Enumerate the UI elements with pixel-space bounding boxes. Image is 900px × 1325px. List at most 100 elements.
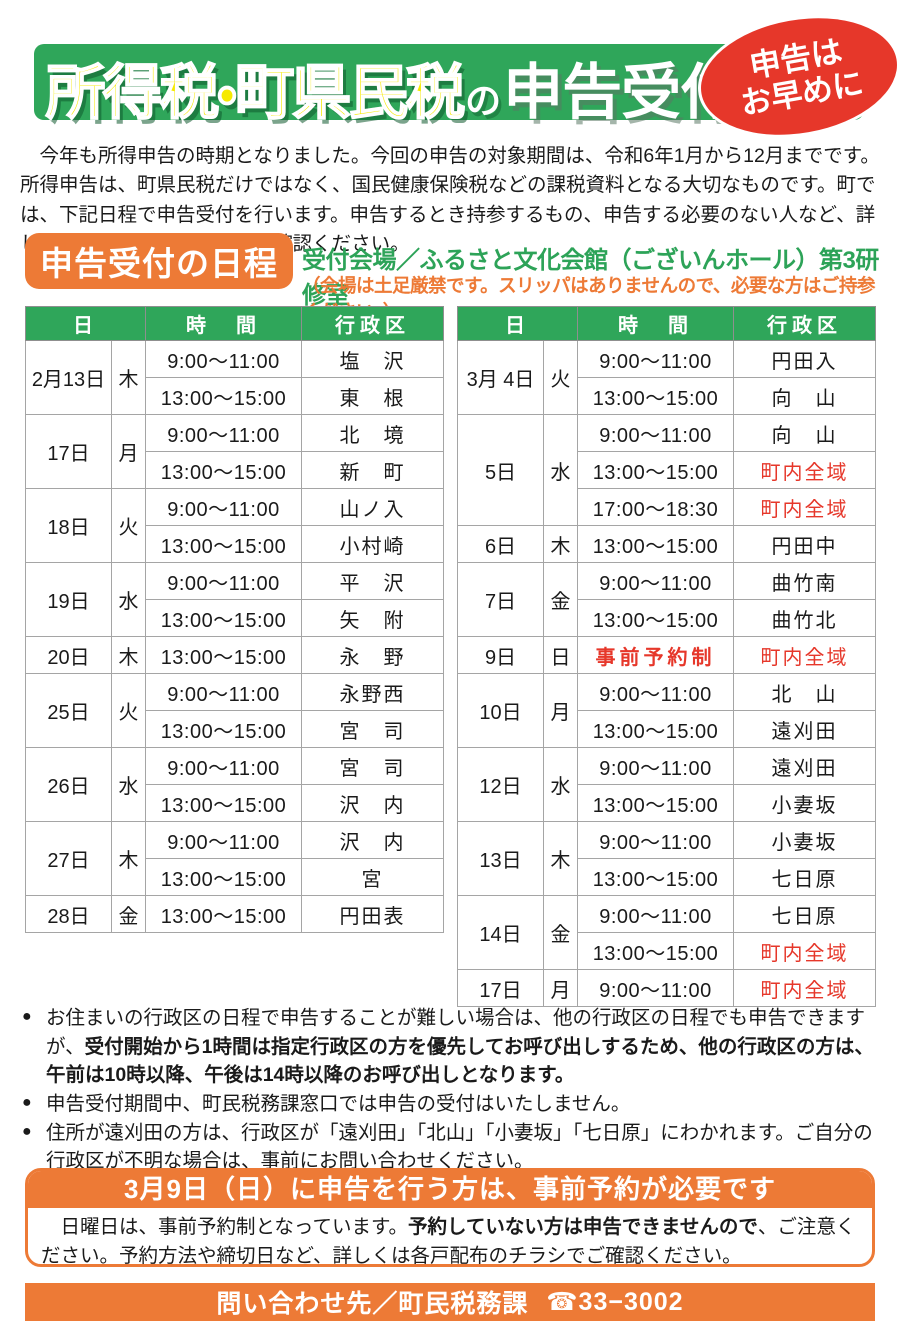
date-cell: 7日 xyxy=(457,562,544,637)
weekday-cell: 金 xyxy=(543,895,578,970)
text-segment: 、ご注意ください。予約方法や締切日など、詳しくは各戸配布のチラシでご確認ください… xyxy=(41,1216,856,1267)
weekday-cell: 木 xyxy=(111,340,146,415)
table-row: 18日火 9:00〜11:00 山ノ入 xyxy=(25,488,444,563)
table-row: 2月13日木 9:00〜11:00 塩 沢 xyxy=(25,340,444,415)
table-row: 13:00〜15:00 新 町 xyxy=(26,451,444,489)
table-row: 27日木 9:00〜11:00 沢 内 xyxy=(25,821,444,896)
date-cell: 13日 xyxy=(457,821,544,896)
text-segment: 受付開始から1時間は指定行政区の方を優先してお呼び出しするため、他の行政区の方は… xyxy=(46,1035,874,1087)
weekday-cell: 火 xyxy=(111,673,146,748)
time-cell: 9:00〜11:00 xyxy=(145,414,302,452)
district-cell: 七日原 xyxy=(733,895,876,933)
time-cell: 9:00〜11:00 xyxy=(577,747,734,785)
contact-bar: 問い合わせ先／町民税務課 ☎33−3002 xyxy=(25,1283,875,1321)
date-cell: 6日 xyxy=(457,525,544,563)
weekday-cell: 月 xyxy=(543,673,578,748)
district-cell: 向 山 xyxy=(733,377,876,415)
table-row: 19日水 9:00〜11:00 平 沢 xyxy=(25,562,444,637)
time-cell: 9:00〜11:00 xyxy=(577,969,734,1007)
title-tax-types: 所得税・町県民税 xyxy=(45,59,466,127)
schedule-table-february: 日時 間行政区 2月13日木 9:00〜11:00 塩 沢 13:00〜15:00 東 根… xyxy=(25,306,444,933)
time-cell: 13:00〜15:00 xyxy=(145,377,302,415)
date-cell: 17日 xyxy=(457,969,544,1007)
weekday-cell: 水 xyxy=(543,414,578,526)
time-cell: 9:00〜11:00 xyxy=(145,821,302,859)
district-cell: 七日原 xyxy=(733,858,876,896)
schedule-table-march: 日時 間行政区 3月 4日火 9:00〜11:00 円田入 13:00〜15:00 向 山… xyxy=(457,306,876,1007)
district-cell: 山ノ入 xyxy=(301,488,444,526)
district-cell: 塩 沢 xyxy=(301,340,444,378)
date-cell: 17日 xyxy=(25,414,112,489)
table-row: 13日木 9:00〜11:00 小妻坂 xyxy=(457,821,876,896)
table-row: 13:00〜15:00 町内全域 xyxy=(458,932,876,970)
district-cell: 町内全域 xyxy=(733,969,876,1007)
time-cell: 13:00〜15:00 xyxy=(145,784,302,822)
district-cell: 曲竹南 xyxy=(733,562,876,600)
table-row: 13:00〜15:00 七日原 xyxy=(458,858,876,896)
time-cell: 13:00〜15:00 xyxy=(145,599,302,637)
date-cell: 19日 xyxy=(25,562,112,637)
district-cell: 小村崎 xyxy=(301,525,444,563)
weekday-cell: 月 xyxy=(111,414,146,489)
title-particle: の xyxy=(465,80,502,121)
table-row: 25日火 9:00〜11:00 永野西 xyxy=(25,673,444,748)
table-row: 10日月 9:00〜11:00 北 山 xyxy=(457,673,876,748)
time-cell: 13:00〜15:00 xyxy=(145,710,302,748)
time-cell: 13:00〜15:00 xyxy=(577,599,734,637)
time-cell: 13:00〜15:00 xyxy=(145,451,302,489)
table-row: 28日金 13:00〜15:00 円田表 xyxy=(25,895,444,933)
table-row: 13:00〜15:00 向 山 xyxy=(458,377,876,415)
date-cell: 5日 xyxy=(457,414,544,526)
table-row: 26日水 9:00〜11:00 宮 司 xyxy=(25,747,444,822)
district-cell: 東 根 xyxy=(301,377,444,415)
time-cell: 13:00〜15:00 xyxy=(577,932,734,970)
time-cell: 13:00〜15:00 xyxy=(577,525,734,563)
district-cell: 永野西 xyxy=(301,673,444,711)
time-cell: 9:00〜11:00 xyxy=(145,488,302,526)
district-cell: 向 山 xyxy=(733,414,876,452)
col-header-time: 時 間 xyxy=(577,306,734,341)
table-row: 17日月 9:00〜11:00 北 境 xyxy=(25,414,444,489)
time-cell: 9:00〜11:00 xyxy=(577,414,734,452)
table-row: 13:00〜15:00 小村崎 xyxy=(26,525,444,563)
weekday-cell: 月 xyxy=(543,969,578,1007)
time-cell: 9:00〜11:00 xyxy=(145,562,302,600)
district-cell: 円田中 xyxy=(733,525,876,563)
sunday-reservation-box: 3月9日（日）に申告を行う方は、事前予約が必要です 日曜日は、事前予約制となって… xyxy=(25,1168,875,1267)
table-row: 6日木 13:00〜15:00 円田中 xyxy=(457,525,876,563)
text-segment: 日曜日は、事前予約制となっています。 xyxy=(60,1216,409,1238)
district-cell: 北 境 xyxy=(301,414,444,452)
time-cell: 9:00〜11:00 xyxy=(577,673,734,711)
date-cell: 10日 xyxy=(457,673,544,748)
table-row: 13:00〜15:00 町内全域 xyxy=(458,451,876,489)
table-row: 3月 4日火 9:00〜11:00 円田入 xyxy=(457,340,876,415)
time-cell: 17:00〜18:30 xyxy=(577,488,734,526)
date-cell: 27日 xyxy=(25,821,112,896)
date-cell: 25日 xyxy=(25,673,112,748)
time-cell: 13:00〜15:00 xyxy=(577,858,734,896)
district-cell: 矢 附 xyxy=(301,599,444,637)
time-cell: 13:00〜15:00 xyxy=(577,377,734,415)
note-item: 申告受付期間中、町民税務課窓口では申告の受付はいたしません。 xyxy=(22,1090,888,1119)
time-cell: 13:00〜15:00 xyxy=(145,858,302,896)
district-cell: 宮 司 xyxy=(301,710,444,748)
table-row: 14日金 9:00〜11:00 七日原 xyxy=(457,895,876,970)
district-cell: 円田表 xyxy=(301,895,444,933)
time-cell: 事前予約制 xyxy=(577,636,734,674)
district-cell: 小妻坂 xyxy=(733,821,876,859)
table-row: 20日木 13:00〜15:00 永 野 xyxy=(25,636,444,674)
district-cell: 町内全域 xyxy=(733,932,876,970)
col-header-day: 日 xyxy=(457,306,578,341)
date-cell: 18日 xyxy=(25,488,112,563)
date-cell: 12日 xyxy=(457,747,544,822)
table-row: 13:00〜15:00 沢 内 xyxy=(26,784,444,822)
district-cell: 平 沢 xyxy=(301,562,444,600)
weekday-cell: 木 xyxy=(543,821,578,896)
contact-phone: ☎33−3002 xyxy=(546,1288,684,1316)
weekday-cell: 水 xyxy=(111,747,146,822)
district-cell: 北 山 xyxy=(733,673,876,711)
district-cell: 新 町 xyxy=(301,451,444,489)
time-cell: 13:00〜15:00 xyxy=(145,636,302,674)
date-cell: 9日 xyxy=(457,636,544,674)
date-cell: 3月 4日 xyxy=(457,340,544,415)
